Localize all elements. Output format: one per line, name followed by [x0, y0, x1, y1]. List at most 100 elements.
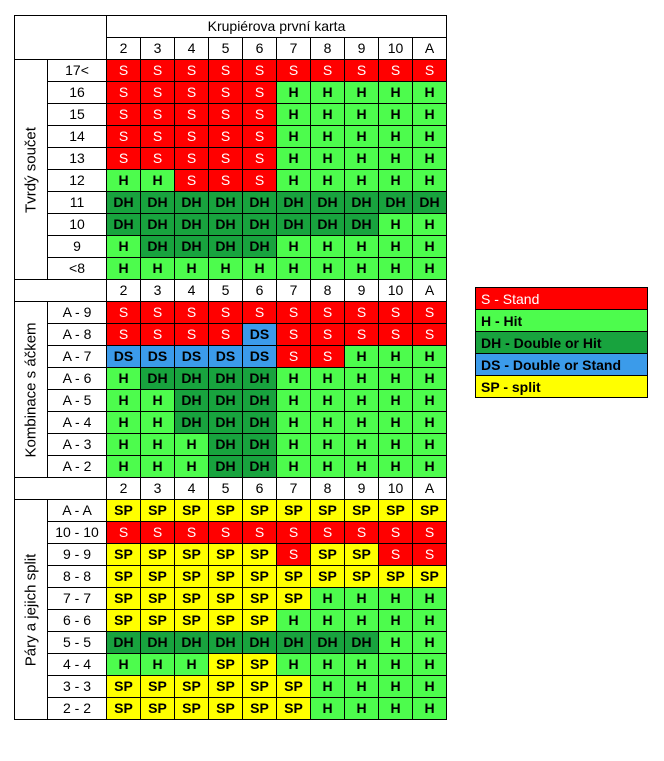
action-cell: H: [140, 257, 175, 280]
action-cell: DH: [276, 631, 311, 654]
action-cell: SP: [208, 697, 243, 720]
action-cell: H: [412, 389, 447, 412]
action-cell: DH: [344, 213, 379, 236]
dealer-card-header: 3: [140, 279, 175, 302]
action-cell: S: [242, 81, 277, 104]
dealer-card-header: A: [412, 37, 447, 60]
dealer-card-header: A: [412, 279, 447, 302]
dealer-card-header-row: 2 3 4 5 6 7 8 9 10 A: [14, 477, 447, 500]
player-hand-label: 11: [47, 191, 107, 214]
action-cell: S: [140, 521, 175, 544]
action-cell: H: [344, 81, 379, 104]
action-cell: H: [310, 103, 345, 126]
action-cell: H: [310, 653, 345, 676]
action-cell: SP: [344, 499, 379, 522]
action-cell: DH: [174, 411, 209, 434]
player-hand-label: 5 - 5: [47, 631, 107, 654]
dealer-card-header: 7: [276, 37, 311, 60]
action-cell: H: [412, 367, 447, 390]
chart-title: Krupiérova první karta: [106, 15, 447, 38]
table-row: Páry a jejich split A - A SP SP SP SP SP SP SP SP…: [14, 499, 447, 720]
action-cell: S: [208, 81, 243, 104]
action-cell: H: [276, 235, 311, 258]
action-cell: S: [242, 169, 277, 192]
action-cell: S: [106, 323, 141, 346]
table-row: 8 - 8 SP SP SP SP SP SP SP SP SP SP: [15, 565, 447, 588]
action-cell: H: [378, 169, 413, 192]
action-cell: SP: [242, 697, 277, 720]
legend-item: DH - Double or Hit: [475, 331, 648, 354]
dealer-card-header: 5: [208, 477, 243, 500]
action-cell: SP: [242, 609, 277, 632]
dealer-card-header: 6: [242, 279, 277, 302]
action-cell: DH: [242, 367, 277, 390]
action-cell: H: [140, 653, 175, 676]
table-row: 2 - 2 SP SP SP SP SP SP H H H H: [15, 697, 447, 720]
dealer-card-header: 9: [344, 477, 379, 500]
action-cell: SP: [106, 587, 141, 610]
action-cell: DH: [208, 631, 243, 654]
action-cell: H: [276, 103, 311, 126]
action-cell: S: [208, 59, 243, 82]
action-cell: S: [106, 125, 141, 148]
legend-row: S - Stand: [475, 287, 648, 310]
action-cell: S: [412, 59, 447, 82]
player-hand-label: A - 5: [47, 389, 107, 412]
dealer-card-header: 5: [208, 37, 243, 60]
action-cell: DS: [208, 345, 243, 368]
player-hand-label: 6 - 6: [47, 609, 107, 632]
action-cell: H: [412, 169, 447, 192]
action-cell: S: [242, 521, 277, 544]
action-cell: H: [310, 587, 345, 610]
dealer-card-header: 4: [174, 477, 209, 500]
action-cell: H: [140, 455, 175, 478]
action-cell: S: [412, 521, 447, 544]
player-hand-label: 2 - 2: [47, 697, 107, 720]
table-row: A - 2 H H H DH DH H H H H H: [15, 455, 447, 478]
table-row: A - 6 H DH DH DH DH H H H H H: [15, 367, 447, 390]
action-cell: SP: [276, 675, 311, 698]
action-cell: H: [174, 257, 209, 280]
table-row: A - 5 H H DH DH DH H H H H H: [15, 389, 447, 412]
action-cell: H: [378, 631, 413, 654]
action-cell: H: [412, 213, 447, 236]
action-cell: S: [208, 125, 243, 148]
action-cell: DH: [242, 389, 277, 412]
player-hand-label: A - 9: [47, 301, 107, 324]
action-cell: S: [310, 323, 345, 346]
section-label: Kombinace s áčkem: [14, 301, 48, 478]
action-cell: DH: [208, 389, 243, 412]
legend-item: DS - Double or Stand: [475, 353, 648, 376]
action-cell: SP: [106, 675, 141, 698]
legend-item: S - Stand: [475, 287, 648, 310]
action-cell: DH: [140, 191, 175, 214]
action-cell: H: [378, 587, 413, 610]
action-cell: S: [174, 81, 209, 104]
action-cell: SP: [276, 565, 311, 588]
action-cell: H: [412, 653, 447, 676]
action-cell: SP: [174, 609, 209, 632]
action-cell: H: [310, 257, 345, 280]
action-cell: H: [412, 609, 447, 632]
action-cell: S: [276, 521, 311, 544]
action-cell: SP: [140, 587, 175, 610]
action-cell: SP: [174, 543, 209, 566]
action-cell: S: [106, 81, 141, 104]
action-cell: H: [378, 147, 413, 170]
dealer-card-header-row: 2 3 4 5 6 7 8 9 10 A: [15, 37, 447, 60]
action-cell: S: [412, 543, 447, 566]
action-cell: S: [378, 323, 413, 346]
action-cell: DH: [174, 631, 209, 654]
action-cell: H: [310, 609, 345, 632]
table-row: 4 - 4 H H H SP SP H H H H H: [15, 653, 447, 676]
action-cell: H: [344, 235, 379, 258]
action-cell: H: [140, 433, 175, 456]
action-cell: H: [310, 433, 345, 456]
action-cell: S: [310, 301, 345, 324]
action-cell: H: [310, 455, 345, 478]
action-cell: S: [106, 103, 141, 126]
player-hand-label: 14: [47, 125, 107, 148]
action-cell: S: [140, 301, 175, 324]
action-cell: SP: [208, 565, 243, 588]
action-cell: SP: [242, 499, 277, 522]
